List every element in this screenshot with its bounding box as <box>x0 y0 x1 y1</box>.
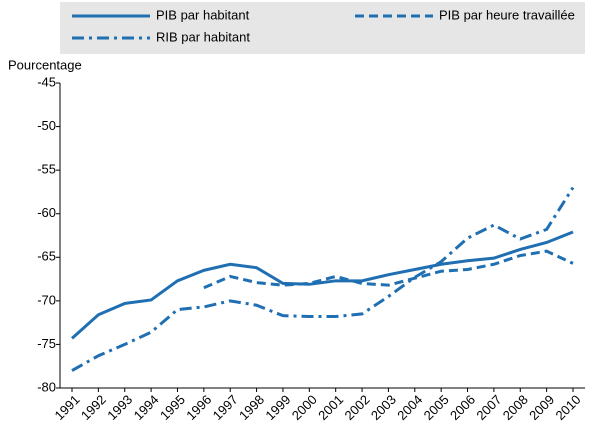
x-tick-label: 2010 <box>552 392 583 423</box>
y-tick-label: -50 <box>37 118 56 133</box>
legend-label: RIB par habitant <box>156 29 250 44</box>
x-tick-label: 2007 <box>473 392 504 423</box>
y-tick-label: -65 <box>37 249 56 264</box>
y-axis-label: Pourcentage <box>8 57 82 72</box>
x-tick-label: 2000 <box>289 392 320 423</box>
x-tick-label: 1995 <box>157 392 188 423</box>
x-tick-label: 2002 <box>342 392 373 423</box>
y-tick-label: -70 <box>37 292 56 307</box>
legend-background <box>60 2 585 54</box>
y-tick-label: -75 <box>37 336 56 351</box>
x-tick-label: 1998 <box>236 392 267 423</box>
x-tick-label: 1993 <box>104 392 135 423</box>
x-tick-label: 1994 <box>131 392 162 423</box>
x-tick-label: 1992 <box>78 392 109 423</box>
series-line <box>71 186 575 372</box>
x-tick-label: 1991 <box>51 392 82 423</box>
series-line <box>71 230 574 340</box>
x-tick-label: 1999 <box>262 392 293 423</box>
y-tick-label: -45 <box>37 74 56 89</box>
x-tick-label: 1996 <box>183 392 214 423</box>
x-tick-label: 2004 <box>394 392 425 423</box>
x-tick-label: 2006 <box>447 392 478 423</box>
x-tick-label: 2001 <box>315 392 346 423</box>
x-tick-label: 2009 <box>526 392 557 423</box>
series-line <box>203 249 574 290</box>
y-tick-label: -80 <box>37 379 56 394</box>
x-tick-label: 2008 <box>500 392 531 423</box>
legend-label: PIB par heure travaillée <box>439 7 575 22</box>
x-tick-label: 2003 <box>368 392 399 423</box>
legend-label: PIB par habitant <box>156 7 250 22</box>
y-tick-label: -55 <box>37 162 56 177</box>
x-tick-label: 1997 <box>210 392 241 423</box>
x-tick-label: 2005 <box>421 392 452 423</box>
y-tick-label: -60 <box>37 205 56 220</box>
